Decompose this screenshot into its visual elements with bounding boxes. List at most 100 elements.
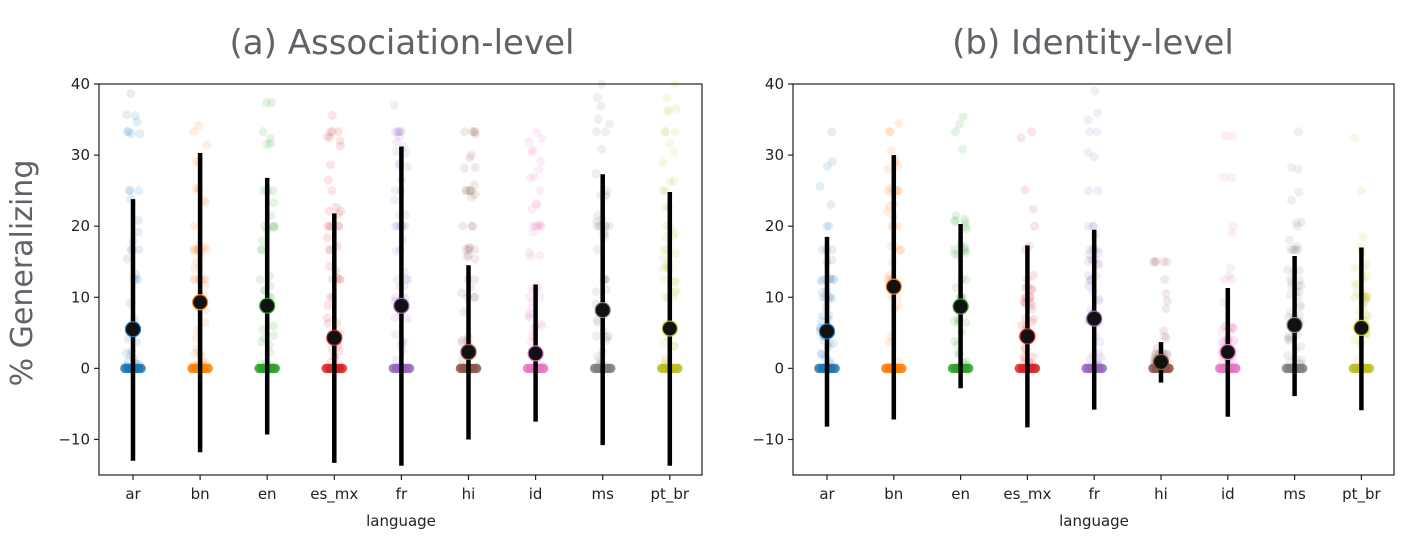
panel-b-point-fr <box>1083 186 1093 196</box>
panel-b-point-fr <box>1083 256 1093 266</box>
panel-b-point-id <box>1229 335 1239 345</box>
panel-a-point-es_mx <box>325 261 335 271</box>
panel-b-zero-point-bn <box>897 363 907 374</box>
panel-a-point-hi <box>464 250 474 260</box>
panel-b-point-id <box>1219 172 1229 182</box>
panel-a-zero-point-fr <box>404 363 415 374</box>
panel-b-point-id <box>1228 323 1238 333</box>
panel-b-point-id <box>1227 227 1237 237</box>
panel-a-point-id <box>536 221 546 231</box>
panel-a-point-bn <box>200 275 210 284</box>
panel-b-marks <box>818 155 1370 428</box>
panel-a-point-ms <box>605 119 615 129</box>
panel-b-x-axis-label: language <box>1059 512 1129 530</box>
panel-b-zero-point-id <box>1231 363 1241 374</box>
panel-a-point-hi <box>469 292 479 302</box>
panel-a-point-hi <box>459 163 469 173</box>
panel-a-point-id <box>524 311 534 321</box>
panel-b-point-bn <box>886 145 896 155</box>
panel-b-point-ms <box>1288 245 1298 255</box>
panel-a-x-axis-label: language <box>366 512 436 530</box>
panel-b-x-tick-pt_br: pt_br <box>1342 485 1381 504</box>
panel-a-point-es_mx <box>322 313 332 323</box>
panel-a-x-tick-ms: ms <box>591 485 614 503</box>
panel-a-point-id <box>529 172 539 182</box>
panel-a-point-fr <box>403 162 413 172</box>
panel-b-point-fr <box>1084 249 1094 259</box>
panel-b-point-ms <box>1283 334 1293 344</box>
panel-b-point-ar <box>827 245 837 255</box>
panel-a-point-en <box>261 98 271 108</box>
panel-b-point-ar <box>816 349 826 359</box>
panel-a-point-bn <box>190 264 200 274</box>
panel-b-point-id <box>1228 323 1238 333</box>
panel-a-point-pt_br <box>659 338 669 348</box>
panel-a-point-ms <box>604 221 614 231</box>
panel-a-point-es_mx <box>327 127 337 137</box>
panel-a-point-pt_br <box>663 105 673 115</box>
panel-a-point-id <box>532 199 542 209</box>
panel-a-point-id <box>535 292 545 302</box>
panel-b-x-tick-fr: fr <box>1088 485 1100 503</box>
panel-a-point-hi <box>470 127 480 137</box>
panel-b-point-id <box>1227 324 1237 334</box>
panel-b-point-id <box>1218 336 1228 346</box>
panel-b-point-es_mx <box>1028 270 1038 280</box>
panel-a-point-fr <box>390 127 400 137</box>
panel-b-point-en <box>959 214 969 224</box>
panel-a-title: (a) Association-level <box>230 23 575 63</box>
panel-a-point-pt_br <box>659 186 669 196</box>
panel-a-point-ar <box>124 186 134 196</box>
panel-a-point-bn <box>202 245 212 255</box>
panel-b-point-ms <box>1291 245 1301 255</box>
panel-a-point-es_mx <box>327 186 337 196</box>
panel-a-point-ms <box>592 217 602 227</box>
panel-a-point-ar <box>134 245 144 255</box>
panel-b-y-tick-label: 40 <box>765 75 784 93</box>
panel-b-x-tick-ar: ar <box>819 485 835 503</box>
panel-b-point-ar <box>826 199 836 209</box>
panel-b-point-bn <box>882 206 892 216</box>
panel-b-point-ar <box>815 181 825 191</box>
panel-a-y-tick-label: 30 <box>71 146 90 164</box>
panel-b-x-tick-bn: bn <box>884 485 903 503</box>
panel-b-point-ms <box>1285 333 1295 343</box>
panel-b-point-id <box>1228 131 1238 141</box>
panel-a-point-hi <box>468 221 478 231</box>
panel-a-point-hi <box>470 292 480 302</box>
panel-a-point-en <box>265 133 275 143</box>
panel-b-point-pt_br <box>1363 311 1373 321</box>
panel-b-point-ar <box>827 127 837 137</box>
panel-b-x-tick-id: id <box>1221 485 1235 503</box>
panel-a-point-hi <box>470 129 480 139</box>
panel-a-y-ticks: 40 30 20 10 0 −10 <box>58 75 99 448</box>
panel-a-point-ar <box>130 111 140 121</box>
panel-a-point-fr <box>393 127 403 137</box>
panel-b-zero-point-pt_br <box>1364 363 1375 374</box>
panel-a-mean-fr <box>393 297 410 314</box>
panel-b-point-pt_br <box>1350 280 1360 290</box>
panel-b-title: (b) Identity-level <box>952 23 1234 63</box>
panel-a-point-es_mx <box>323 221 333 231</box>
panel-a-point-es_mx <box>324 206 334 216</box>
panel-b-x-tick-es_mx: es_mx <box>1003 485 1051 504</box>
panel-b-point-en <box>958 144 968 154</box>
panel-b-zero-point-en <box>963 363 974 374</box>
panel-b-point-pt_br <box>1361 292 1371 302</box>
panel-a-point-ar <box>134 186 144 196</box>
panel-a-point-en <box>268 198 278 208</box>
panel-a-point-hi <box>465 186 475 196</box>
panel-a-mean-es_mx <box>326 329 343 346</box>
panel-b-point-bn <box>884 270 894 280</box>
panel-a-point-ar <box>121 348 131 358</box>
panel-b-point-ms <box>1295 302 1305 312</box>
panel-b-x-tick-ms: ms <box>1283 485 1306 503</box>
panel-a-point-bn <box>189 275 199 284</box>
panel-a-point-en <box>269 221 279 231</box>
panel-b-mean-ms <box>1286 316 1303 334</box>
panel-a-point-en <box>262 140 272 150</box>
panel-a-point-ar <box>122 110 132 120</box>
panel-a-point-pt_br <box>659 275 669 284</box>
panel-a-point-pt_br <box>671 286 681 296</box>
